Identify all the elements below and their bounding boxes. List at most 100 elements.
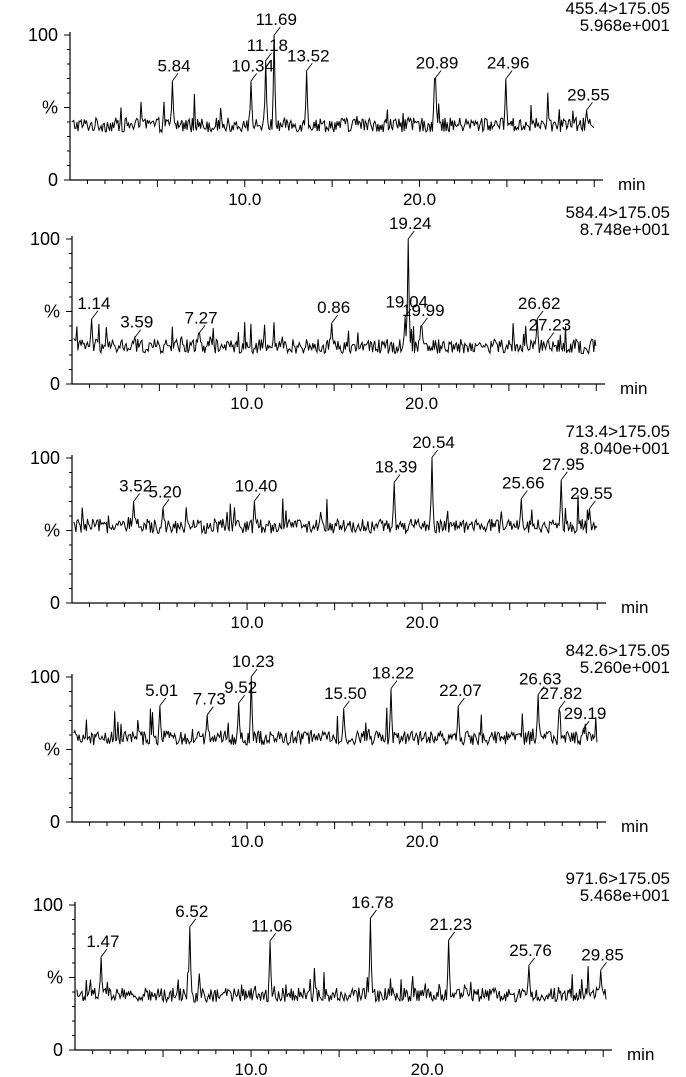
peak-leader <box>370 909 377 919</box>
x-tick-label: 10.0 <box>228 190 261 209</box>
peak-label: 16.78 <box>351 893 394 912</box>
peak-label: 11.18 <box>247 36 288 55</box>
peak-label: 3.59 <box>120 313 153 332</box>
peak-label: 27.82 <box>540 684 583 703</box>
peak-label: 20.54 <box>412 433 455 452</box>
peak-leader <box>420 317 428 327</box>
y-tick-label: 0 <box>50 593 60 613</box>
y-tick-label: 100 <box>30 229 60 249</box>
peak-label: 18.39 <box>375 458 418 477</box>
chromatogram-svg: 100 0% 10.0 20.0 min 455.4>175.055.968e+001 5.… <box>28 0 670 209</box>
peak-label: 5.84 <box>158 56 191 75</box>
peak-label: 3.52 <box>119 477 152 496</box>
chromatogram-panel: 100 0% 10.0 20.0 min 584.4>175.05 8.748e+001 1.… <box>0 203 686 419</box>
peak-label: 27.95 <box>542 455 585 474</box>
peak-label: 13.52 <box>287 46 330 65</box>
peak-leader <box>537 686 545 695</box>
x-tick-label: 20.0 <box>403 190 436 209</box>
y-tick-label: 100 <box>33 895 63 915</box>
peak-leader <box>431 449 438 459</box>
x-axis-label: min <box>620 379 647 398</box>
peak-leader <box>273 26 281 36</box>
peak-leader <box>253 493 261 502</box>
chromatogram-panel: 100 0% 10.0 20.0 min 842.6>175.05 5.260e+001 5.… <box>0 641 686 862</box>
transition-label: 842.6>175.05 <box>566 641 670 660</box>
peak-leader <box>343 700 350 710</box>
chromatogram-trace <box>76 917 607 1004</box>
chromatogram-svg: 100 0% 10.0 20.0 min 713.4>175.058.040e+001 3.… <box>30 422 670 632</box>
peak-label: 25.76 <box>509 941 552 960</box>
peak-label: 10.23 <box>232 652 275 671</box>
peak-label: 29.55 <box>570 484 613 503</box>
peak-label: 18.22 <box>372 664 415 683</box>
peak-leader <box>100 948 108 958</box>
intensity-label: 5.968e+001 <box>580 16 670 35</box>
peak-label: 11.06 <box>251 916 292 935</box>
transition-label: 455.4>175.05 <box>566 0 670 18</box>
peak-leader <box>250 668 258 678</box>
x-tick-label: 20.0 <box>411 1060 444 1077</box>
transition-label: 971.6>175.05 <box>566 869 670 888</box>
chromatogram-trace <box>71 34 595 135</box>
peak-label: 19.24 <box>389 214 432 233</box>
peak-leader <box>505 70 513 79</box>
peak-label: 29.55 <box>567 85 610 104</box>
peak-label: 9.52 <box>224 678 257 697</box>
peak-leader <box>393 474 401 483</box>
peak-leader <box>269 932 277 942</box>
peak-label: 5.01 <box>145 681 178 700</box>
peak-label: 19.04 <box>385 292 428 311</box>
x-axis-label: min <box>621 817 648 836</box>
transition-label: 713.4>175.05 <box>566 422 670 441</box>
y-axis-label: % <box>42 98 58 118</box>
chromatogram-svg: 100 0% 10.0 20.0 min 584.4>175.058.748e+001 1.… <box>30 203 670 413</box>
peak-leader <box>238 694 246 704</box>
peak-label: 22.07 <box>439 681 482 700</box>
x-tick-label: 10.0 <box>230 394 263 413</box>
peak-leader <box>560 471 568 481</box>
x-tick-label: 20.0 <box>406 613 439 632</box>
peak-leader <box>133 493 140 502</box>
y-tick-label: 100 <box>30 667 60 687</box>
peak-label: 29.85 <box>581 945 624 964</box>
y-axis-label: % <box>44 740 60 760</box>
peak-leader <box>91 310 99 320</box>
peak-label: 1.47 <box>86 932 119 951</box>
peak-label: 11.69 <box>256 10 297 29</box>
peak-leader <box>390 680 398 689</box>
peak-leader <box>134 329 142 338</box>
peak-label: 19.99 <box>402 301 445 320</box>
x-tick-label: 10.0 <box>231 613 264 632</box>
peak-leader <box>404 309 412 318</box>
chromatogram-panel: 100 0% 10.0 20.0 min 713.4>175.05 8.040e+001 3.… <box>0 422 686 638</box>
peak-leader <box>206 706 214 715</box>
peak-leader <box>528 957 535 967</box>
y-tick-label: 100 <box>30 448 60 468</box>
peak-leader <box>448 931 456 941</box>
x-tick-label: 20.0 <box>405 394 438 413</box>
peak-label: 6.52 <box>175 902 208 921</box>
y-tick-label: 0 <box>48 170 58 190</box>
peak-label: 29.19 <box>564 704 607 723</box>
y-tick-label: 0 <box>53 1040 63 1060</box>
chromatogram-trace <box>73 238 597 355</box>
intensity-label: 8.748e+001 <box>580 220 670 239</box>
peak-leader <box>189 918 197 928</box>
chromatogram-svg: 100 0% 10.0 20.0 min 842.6>175.055.260e+001 5.… <box>30 641 670 851</box>
peak-leader <box>171 73 179 82</box>
y-axis-label: % <box>47 968 63 988</box>
x-tick-label: 20.0 <box>406 832 439 851</box>
peak-label: 5.20 <box>148 482 181 501</box>
intensity-label: 5.260e+001 <box>580 658 670 677</box>
y-axis-label: % <box>44 521 60 541</box>
peak-leader <box>162 499 170 508</box>
peak-label: 21.23 <box>430 915 473 934</box>
peak-leader <box>586 102 593 111</box>
peak-leader <box>407 230 415 240</box>
peak-leader <box>159 697 167 707</box>
x-axis-label: min <box>621 598 648 617</box>
peak-label: 1.14 <box>77 294 110 313</box>
peak-leader <box>250 73 258 82</box>
chromatogram-svg: 100 0% 10.0 20.0 min 971.6>175.055.468e+001 1.… <box>33 869 670 1077</box>
